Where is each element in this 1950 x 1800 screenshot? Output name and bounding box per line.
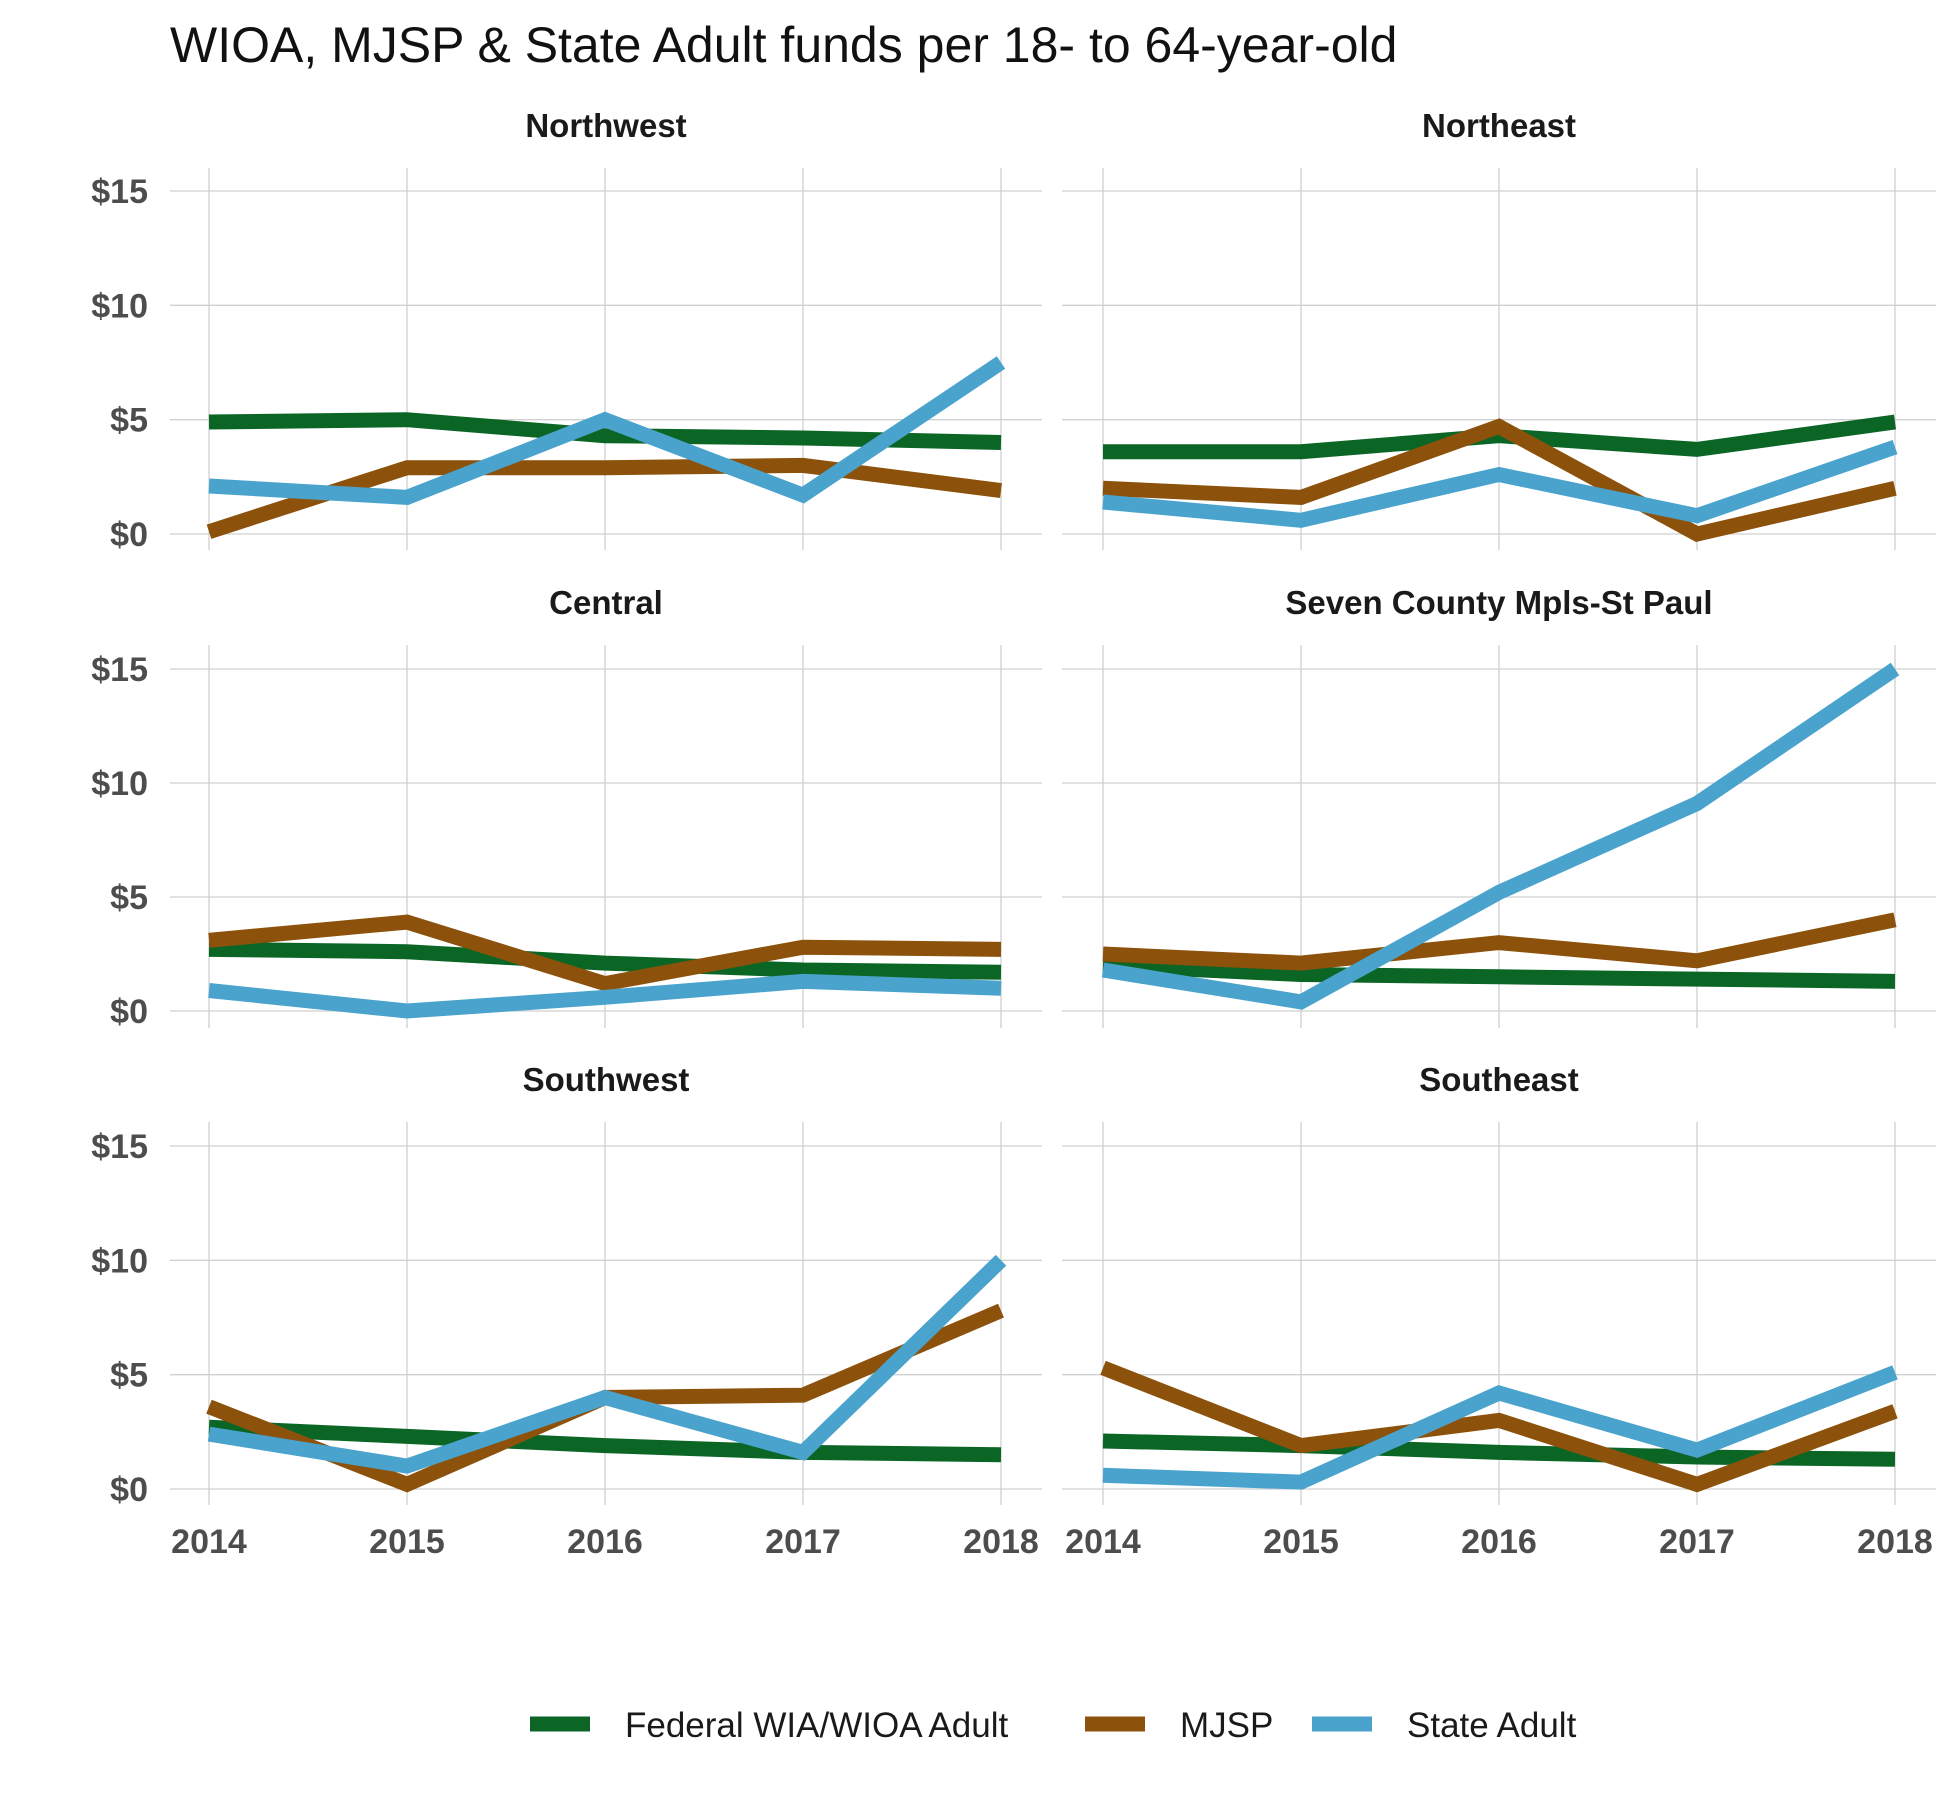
series-line-federal-wia-wioa-adult (208, 1419, 1002, 1463)
y-tick-label: $0 (110, 516, 148, 554)
series-line-federal-wia-wioa-adult (1102, 957, 1896, 989)
series-line-mjsp (1100, 1360, 1898, 1493)
legend-label: Federal WIA/WIOA Adult (625, 1706, 1008, 1745)
legend-item-mjsp: MJSP (1085, 1706, 1273, 1745)
y-tick-label: $5 (110, 402, 148, 440)
legend-label: MJSP (1180, 1706, 1273, 1745)
y-tick-label: $10 (91, 1242, 148, 1280)
x-tick-label: 2018 (963, 1523, 1039, 1561)
series-line-mjsp (1102, 912, 1897, 971)
series-line-state-adult (1102, 1365, 1898, 1490)
series-line-state-adult (207, 1254, 1007, 1474)
facet-southeast: Southeast 2014 2015 2016 2017 2018 (1062, 1061, 1936, 1561)
x-tick-label: 2014 (1065, 1523, 1141, 1561)
series-line-federal-wia-wioa-adult (208, 412, 1002, 450)
legend-label: State Adult (1407, 1706, 1577, 1745)
facet-title: Northwest (525, 107, 686, 144)
y-tick-label: $15 (91, 651, 148, 689)
facet-northeast: Northeast (1062, 107, 1936, 550)
facet-seven-county-mpls-st-paul: Seven County Mpls-St Paul (1062, 584, 1936, 1028)
facet-title: Southwest (523, 1061, 690, 1098)
series-line-federal-wia-wioa-adult (208, 941, 1002, 980)
x-tick-label: 2018 (1857, 1523, 1933, 1561)
series-line-federal-wia-wioa-adult (1103, 414, 1897, 460)
legend: Federal WIA/WIOA Adult MJSP State Adult (530, 1706, 1577, 1745)
y-tick-label: $0 (110, 993, 148, 1031)
series-line-state-adult (208, 973, 1002, 1019)
facet-title: Central (549, 584, 663, 621)
x-tick-label: 2017 (765, 1523, 841, 1561)
facet-title: Seven County Mpls-St Paul (1285, 584, 1712, 621)
y-tick-label: $5 (110, 1357, 148, 1395)
facet-southwest: Southwest $0 $5 $10 $15 2014 2015 2016 2017 2018 (91, 1061, 1042, 1561)
y-tick-label: $15 (91, 173, 148, 211)
series-line-mjsp (1102, 418, 1897, 542)
facet-northwest: Northwest $0 $5 $10 $15 (91, 107, 1042, 554)
x-tick-label: 2014 (171, 1523, 247, 1561)
series-line-state-adult (1102, 440, 1898, 528)
facet-panels: Northwest $0 $5 $10 $15 Northeast Central $0 $5 $… (91, 107, 1936, 1561)
x-tick-label: 2015 (1263, 1523, 1339, 1561)
y-tick-label: $15 (91, 1128, 148, 1166)
y-tick-label: $10 (91, 287, 148, 325)
x-tick-label: 2015 (369, 1523, 445, 1561)
facet-central: Central $0 $5 $10 $15 (91, 584, 1042, 1031)
series-line-state-adult (208, 356, 1006, 505)
series-line-mjsp (208, 914, 1002, 992)
x-tick-label: 2016 (567, 1523, 643, 1561)
facet-title: Southeast (1419, 1061, 1579, 1098)
x-tick-label: 2017 (1659, 1523, 1735, 1561)
series-line-state-adult (1101, 662, 1900, 1010)
legend-item-federal-wia-wioa-adult: Federal WIA/WIOA Adult (530, 1706, 1008, 1745)
y-tick-label: $10 (91, 765, 148, 803)
chart-title: WIOA, MJSP & State Adult funds per 18- t… (170, 17, 1397, 73)
y-tick-label: $5 (110, 879, 148, 917)
facet-title: Northeast (1422, 107, 1576, 144)
legend-item-state-adult: State Adult (1312, 1706, 1577, 1745)
y-tick-label: $0 (110, 1471, 148, 1509)
x-tick-label: 2016 (1461, 1523, 1537, 1561)
